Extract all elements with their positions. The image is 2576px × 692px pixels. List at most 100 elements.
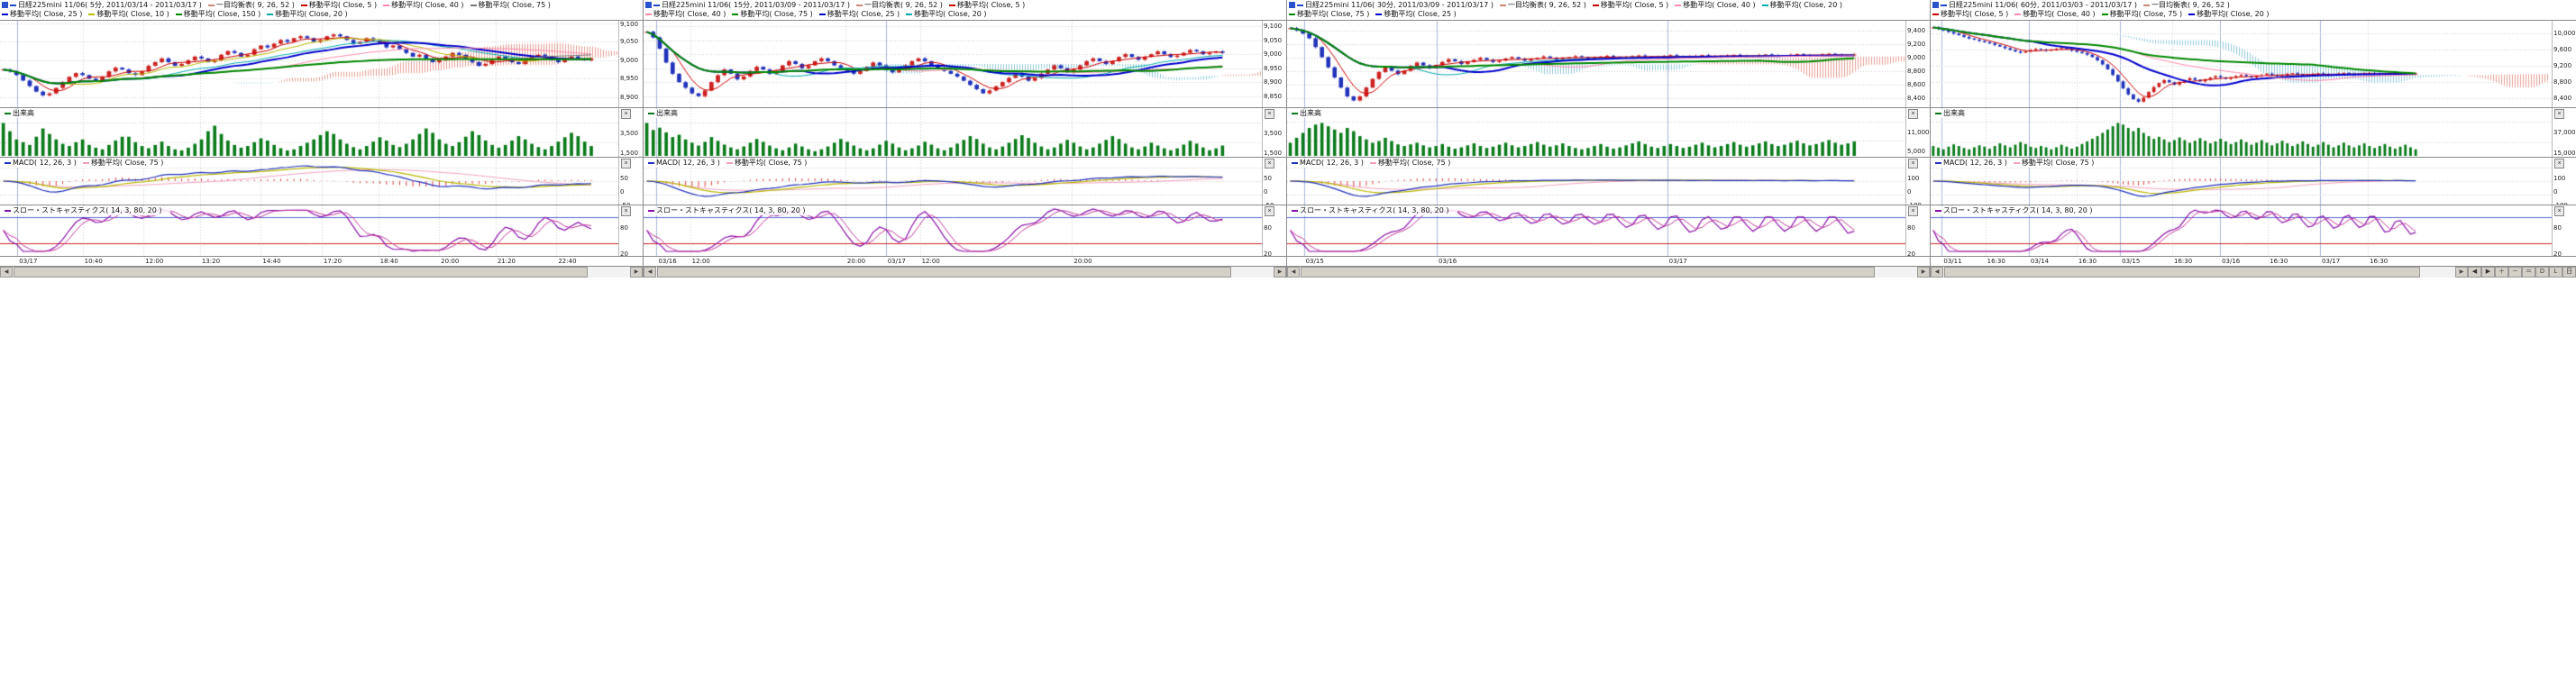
toolbar-button[interactable]: ＝ bbox=[2522, 267, 2535, 278]
pane-legend-marker bbox=[82, 161, 89, 164]
macd-section: MACD( 12, 26, 3 ) 移動平均( Close, 75 ) × 100… bbox=[1931, 157, 2576, 209]
x-axis-label: 03/17 bbox=[887, 258, 906, 265]
legend-marker bbox=[1375, 13, 1383, 15]
volume-chart-canvas[interactable] bbox=[1287, 108, 1908, 157]
legend-marker bbox=[1675, 4, 1682, 6]
volume-axis: × 11,000 5,000 bbox=[1905, 108, 1930, 157]
close-macd-pane-button[interactable]: × bbox=[621, 159, 631, 168]
y-axis-label: 8,900 bbox=[1264, 78, 1283, 86]
scroll-left-button[interactable]: ◀ bbox=[0, 267, 13, 278]
legend-label: 移動平均( Close, 25 ) bbox=[1384, 10, 1457, 18]
close-macd-pane-button[interactable]: × bbox=[2554, 159, 2564, 168]
scroll-left-button[interactable]: ◀ bbox=[1931, 267, 1943, 278]
legend-label: 移動平均( Close, 20 ) bbox=[2197, 10, 2270, 18]
legend-item: 移動平均( Close, 5 ) bbox=[1592, 1, 1668, 9]
scrollbar-track[interactable] bbox=[1943, 267, 2455, 278]
scrollbar-track[interactable] bbox=[1300, 267, 1917, 278]
toolbar-button[interactable]: － bbox=[2508, 267, 2522, 278]
legend-item: 移動平均( Close, 20 ) bbox=[2188, 10, 2269, 18]
scroll-right-button[interactable]: ▶ bbox=[630, 267, 643, 278]
legend-item: 日経225mini 11/06( 60分, 2011/03/03 - 2011/… bbox=[1932, 1, 2137, 9]
close-volume-pane-button[interactable]: × bbox=[621, 109, 631, 119]
pane-legend-label: 出来高 bbox=[1943, 109, 1965, 117]
volume-chart-canvas[interactable] bbox=[644, 108, 1265, 157]
legend-label: 日経225mini 11/06( 60分, 2011/03/03 - 2011/… bbox=[1949, 1, 2137, 9]
toolbar-button[interactable]: ＋ bbox=[2495, 267, 2508, 278]
x-axis-label: 16:30 bbox=[1987, 258, 2005, 265]
pane-legend-marker bbox=[1935, 112, 1941, 114]
close-volume-pane-button[interactable]: × bbox=[1265, 109, 1274, 119]
toolbar-button[interactable]: D bbox=[2535, 267, 2549, 278]
scroll-right-button[interactable]: ▶ bbox=[2455, 267, 2468, 278]
scroll-right-button[interactable]: ▶ bbox=[1917, 267, 1930, 278]
scroll-left-button[interactable]: ◀ bbox=[644, 267, 656, 278]
close-volume-pane-button[interactable]: × bbox=[2554, 109, 2564, 119]
price-chart-canvas[interactable] bbox=[1931, 21, 2552, 107]
close-stoch-pane-button[interactable]: × bbox=[1908, 206, 1918, 216]
x-axis-label: 12:00 bbox=[691, 258, 710, 265]
legend-item: 日経225mini 11/06( 15分, 2011/03/09 - 2011/… bbox=[645, 1, 850, 9]
volume-chart-canvas[interactable] bbox=[0, 108, 621, 157]
y-axis-label: 10,000 bbox=[2553, 30, 2576, 38]
y-axis-label: 80 bbox=[1264, 224, 1272, 232]
panel-header: 日経225mini 11/06( 15分, 2011/03/09 - 2011/… bbox=[644, 0, 1286, 20]
price-chart-canvas[interactable] bbox=[0, 21, 621, 107]
y-axis-label: 100 bbox=[1907, 175, 1920, 183]
legend-label: 移動平均( Close, 75 ) bbox=[2109, 10, 2183, 18]
scrollbar-track[interactable] bbox=[656, 267, 1274, 278]
price-section: 9,100 9,050 9,000 8,950 8,900 bbox=[0, 20, 643, 107]
scrollbar-thumb[interactable] bbox=[14, 267, 589, 278]
pane-legend-label: 移動平均( Close, 75 ) bbox=[734, 159, 808, 167]
pane-legend-item: 出来高 bbox=[648, 109, 678, 117]
legend-item: 移動平均( Close, 75 ) bbox=[732, 10, 813, 18]
price-axis: 10,000 9,600 9,200 8,800 8,400 bbox=[2552, 21, 2576, 107]
scrollbar-thumb[interactable] bbox=[657, 267, 1232, 278]
pane-legend-item: 移動平均( Close, 75 ) bbox=[2013, 159, 2094, 167]
header-line-2: 移動平均( Close, 25 ) 移動平均( Close, 10 ) 移動平均( … bbox=[2, 10, 643, 19]
toolbar-button[interactable]: 日 bbox=[2562, 267, 2576, 278]
toolbar-button[interactable]: ◀ bbox=[2468, 267, 2481, 278]
chart-panel: 日経225mini 11/06( 60分, 2011/03/03 - 2011/… bbox=[1931, 0, 2576, 278]
legend-item: 移動平均( Close, 5 ) bbox=[1932, 10, 2008, 18]
close-stoch-pane-button[interactable]: × bbox=[621, 206, 631, 216]
price-chart-canvas[interactable] bbox=[644, 21, 1265, 107]
close-stoch-pane-button[interactable]: × bbox=[1265, 206, 1274, 216]
toolbar-button[interactable]: ▶ bbox=[2481, 267, 2495, 278]
scrollbar-thumb[interactable] bbox=[1301, 267, 1876, 278]
pane-legend-item: 移動平均( Close, 75 ) bbox=[726, 159, 807, 167]
y-axis-label: 20 bbox=[1907, 250, 1915, 258]
legend-marker bbox=[1592, 4, 1599, 6]
close-macd-pane-button[interactable]: × bbox=[1265, 159, 1274, 168]
stoch-label: スロー・ストキャスティクス( 14, 3, 80, 20 ) bbox=[3, 206, 170, 215]
pane-legend-item: 出来高 bbox=[5, 109, 34, 117]
volume-chart-canvas[interactable] bbox=[1931, 108, 2552, 157]
y-axis-label: 9,200 bbox=[1907, 40, 1926, 48]
macd-label: MACD( 12, 26, 3 ) 移動平均( Close, 75 ) bbox=[1290, 159, 1459, 168]
scrollbar-thumb[interactable] bbox=[1944, 267, 2421, 278]
stoch-label: スロー・ストキャスティクス( 14, 3, 80, 20 ) bbox=[646, 206, 814, 215]
pane-legend-item: MACD( 12, 26, 3 ) bbox=[1935, 159, 2007, 167]
close-volume-pane-button[interactable]: × bbox=[1908, 109, 1918, 119]
header-line-1: 日経225mini 11/06( 30分, 2011/03/09 - 2011/… bbox=[1289, 1, 1930, 10]
panel-header: 日経225mini 11/06( 60分, 2011/03/03 - 2011/… bbox=[1931, 0, 2576, 20]
pane-legend-item: 出来高 bbox=[1292, 109, 1321, 117]
legend-item: 移動平均( Close, 40 ) bbox=[645, 10, 726, 18]
close-macd-pane-button[interactable]: × bbox=[1908, 159, 1918, 168]
scrollbar: ◀ ▶ ◀ ▶ ＋－＝ D L 日 bbox=[1931, 266, 2576, 278]
price-chart-canvas[interactable] bbox=[1287, 21, 1908, 107]
pane-legend-marker bbox=[1369, 161, 1376, 164]
legend-label: 移動平均( Close, 40 ) bbox=[653, 10, 726, 18]
y-axis-label: 1,500 bbox=[620, 149, 639, 157]
header-line-2: 移動平均( Close, 40 ) 移動平均( Close, 75 ) 移動平均( … bbox=[645, 10, 1286, 19]
x-axis: 03/11 16:30 03/14 16:30 03/15 16:30 03/16 16:30… bbox=[1931, 256, 2576, 266]
scrollbar-track[interactable] bbox=[13, 267, 630, 278]
scroll-right-button[interactable]: ▶ bbox=[1274, 267, 1286, 278]
legend-marker bbox=[2014, 13, 2022, 15]
y-axis-label: 9,100 bbox=[620, 21, 639, 28]
toolbar-button[interactable]: L bbox=[2549, 267, 2562, 278]
scroll-left-button[interactable]: ◀ bbox=[1287, 267, 1300, 278]
pane-legend-item: スロー・ストキャスティクス( 14, 3, 80, 20 ) bbox=[648, 206, 806, 214]
legend-label: 移動平均( Close, 20 ) bbox=[1769, 1, 1842, 9]
macd-label: MACD( 12, 26, 3 ) 移動平均( Close, 75 ) bbox=[1933, 159, 2103, 168]
close-stoch-pane-button[interactable]: × bbox=[2554, 206, 2564, 216]
